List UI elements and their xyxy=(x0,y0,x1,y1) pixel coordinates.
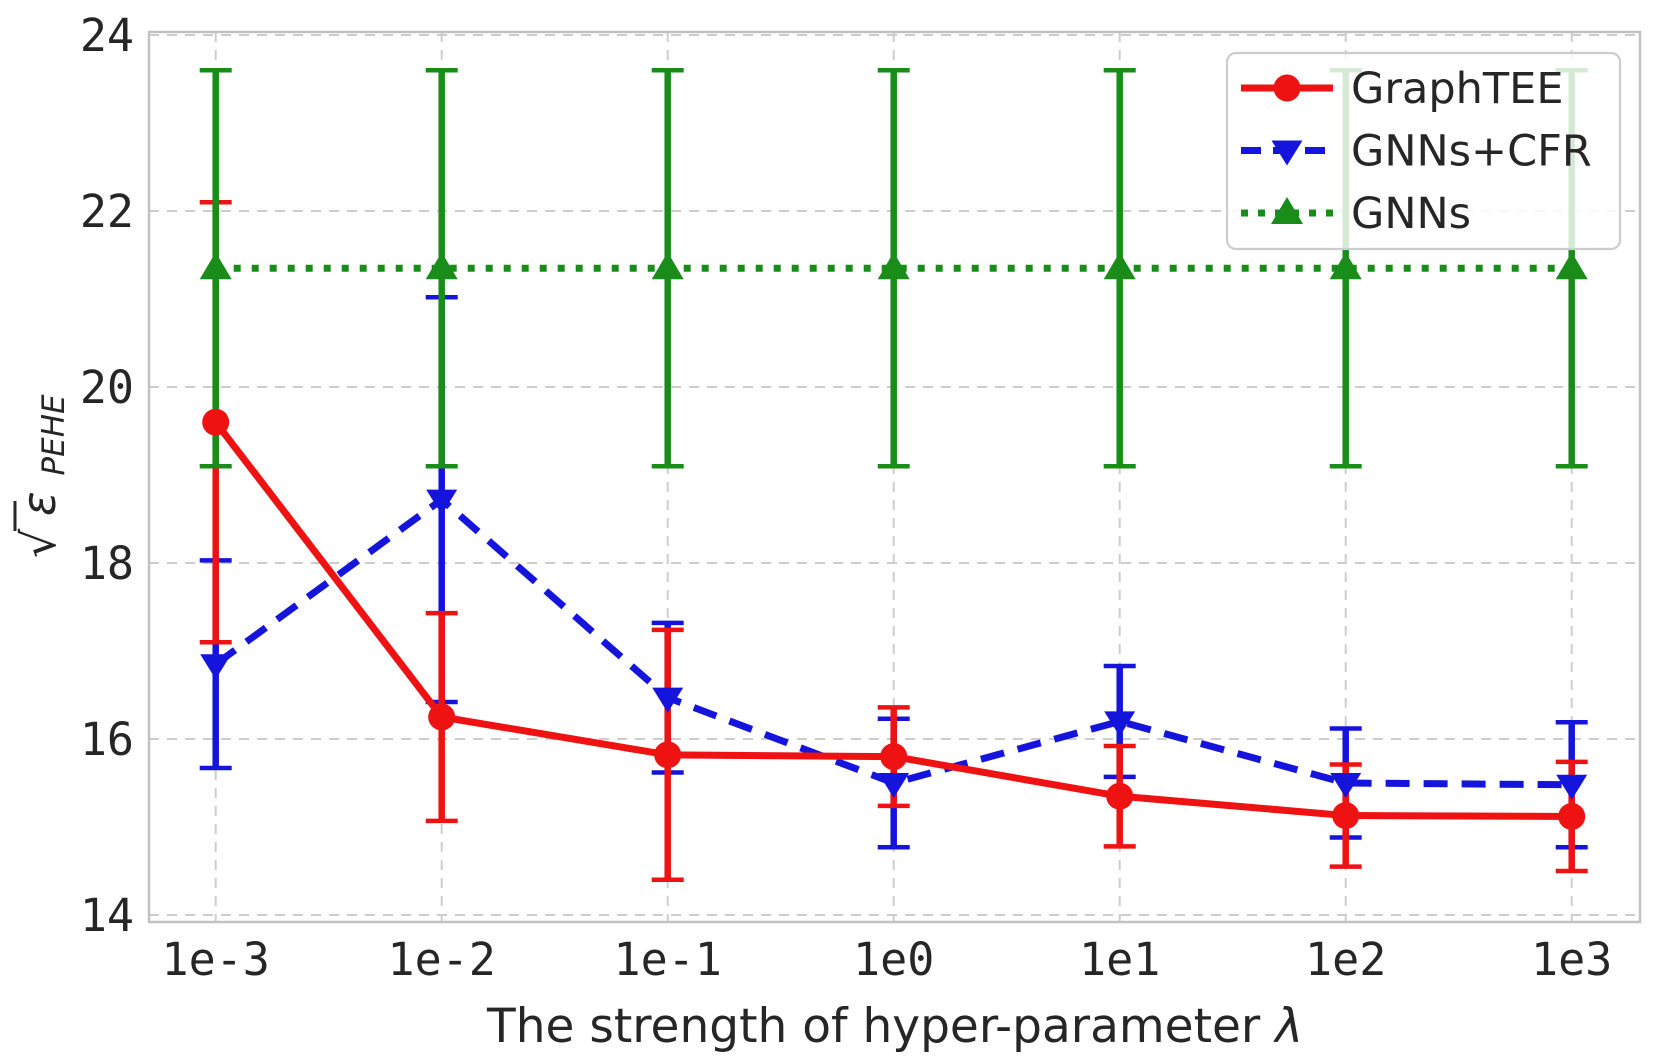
marker-graphtee xyxy=(428,703,456,731)
legend-item-graphtee: GraphTEE xyxy=(1241,64,1564,114)
marker-gnns-cfr xyxy=(426,489,458,515)
marker-graphtee xyxy=(202,408,230,436)
marker-gnns-cfr xyxy=(878,773,910,798)
plot-layer xyxy=(199,67,1588,883)
markers-gnns-cfr xyxy=(200,489,1588,800)
x-tick-label: 1e-2 xyxy=(388,933,496,986)
y-axis-title-group: √ ε PEHE xyxy=(12,394,72,558)
markers-gnns xyxy=(199,252,1588,280)
x-tick-label: 1e3 xyxy=(1531,933,1612,986)
sqrt-symbol: √ xyxy=(12,528,66,558)
marker-gnns xyxy=(1329,252,1362,280)
legend-item-gnns: GNNs xyxy=(1241,189,1471,239)
marker-gnns xyxy=(1103,252,1136,280)
legend: GraphTEE GNNs+CFR GNNs xyxy=(1225,51,1622,251)
marker-gnns xyxy=(651,252,684,280)
legend-label: GNNs xyxy=(1351,189,1471,239)
legend-box xyxy=(1225,51,1622,251)
x-axis-title: The strength of hyper-parameter λ xyxy=(486,999,1303,1054)
y-axis-title: √ ε PEHE xyxy=(12,394,72,558)
y-tick-label: 22 xyxy=(80,185,134,238)
legend-label: GNNs+CFR xyxy=(1351,127,1592,177)
marker-gnns-cfr xyxy=(1104,711,1136,737)
marker-graphtee xyxy=(1558,802,1586,830)
y-tick-label: 18 xyxy=(80,537,134,590)
x-tick-label: 1e-3 xyxy=(162,933,270,986)
y-tick-label: 20 xyxy=(80,361,134,414)
marker-gnns xyxy=(425,252,458,280)
axis-layer: 14 16 18 20 22 24 1e-3 1e-2 1e-1 1e0 1e1 1e2 1e3 xyxy=(80,9,1613,986)
legend-item-gnns-cfr: GNNs+CFR xyxy=(1241,127,1592,177)
marker-gnns xyxy=(199,252,232,280)
marker-gnns xyxy=(877,252,910,280)
legend-marker-circle-icon xyxy=(1273,74,1301,102)
marker-gnns-cfr xyxy=(1556,774,1588,800)
marker-graphtee xyxy=(1332,802,1360,830)
marker-gnns-cfr xyxy=(1330,773,1362,798)
legend-label: GraphTEE xyxy=(1351,64,1564,114)
y-tick-label: 14 xyxy=(80,889,134,942)
markers-graphtee xyxy=(202,408,1586,830)
x-tick-label: 1e-1 xyxy=(614,933,722,986)
x-tick-label: 1e2 xyxy=(1305,933,1386,986)
plot-border xyxy=(147,30,1642,924)
marker-gnns xyxy=(1555,252,1588,280)
x-tick-label: 1e1 xyxy=(1079,933,1160,986)
y-tick-label: 24 xyxy=(80,9,134,62)
legend-marker-triangle-down-icon xyxy=(1271,140,1303,166)
marker-graphtee xyxy=(654,741,682,769)
marker-graphtee xyxy=(1106,782,1134,810)
marker-graphtee xyxy=(880,743,908,771)
marker-gnns-cfr xyxy=(652,687,684,713)
y-tick-label: 16 xyxy=(80,713,134,766)
marker-gnns-cfr xyxy=(200,654,232,680)
legend-marker-triangle-up-icon xyxy=(1271,197,1303,224)
x-tick-label: 1e0 xyxy=(853,933,934,986)
